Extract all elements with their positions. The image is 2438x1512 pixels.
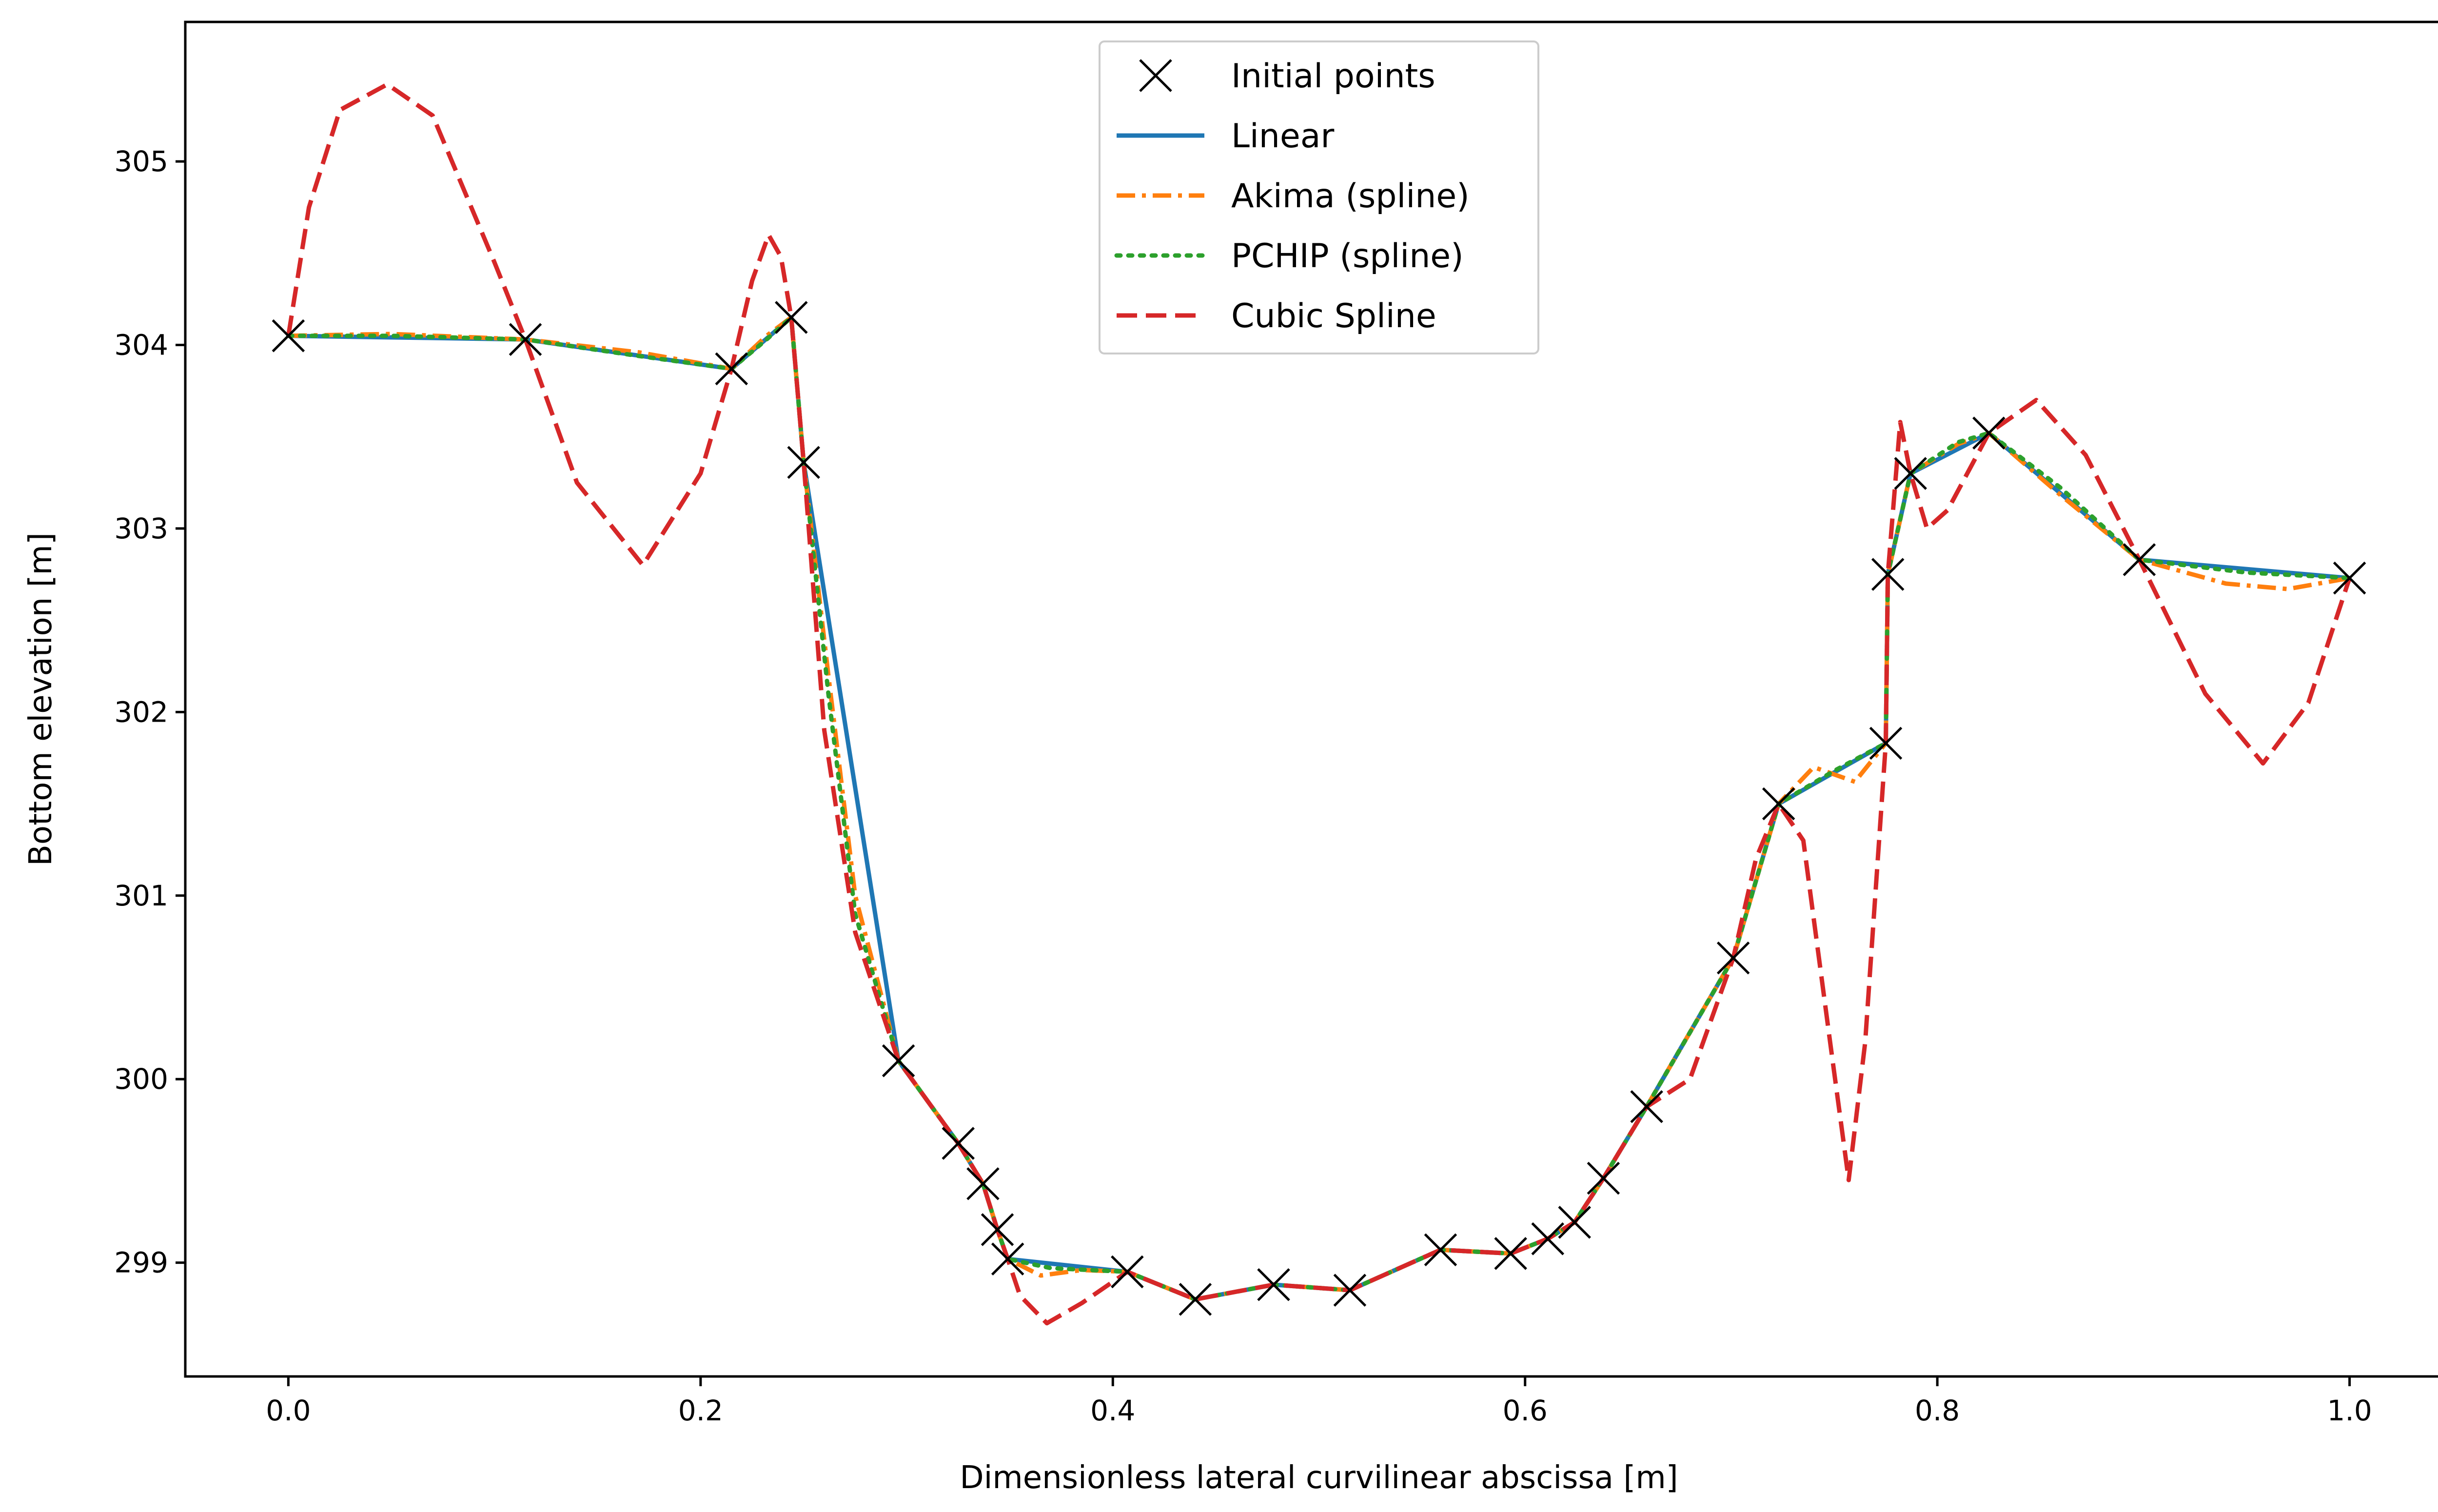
initial-point-marker [1762,787,1795,821]
x-tick-label: 0.8 [1915,1394,1960,1427]
initial-point-marker [1894,457,1927,490]
initial-point-marker [1558,1206,1591,1239]
y-axis-label: Bottom elevation [m] [23,532,59,866]
initial-point-marker [942,1127,975,1160]
initial-point-marker [509,323,542,356]
legend-entry: Cubic Spline [1117,297,1436,335]
legend-entry: Initial points [1139,57,1435,96]
initial-point-marker [882,1044,915,1078]
y-axis-ticks: 299 300 301 302 303 304 305 [114,145,185,1279]
series-layer [286,82,2352,1326]
legend: Initial points Linear Akima (spline) PCHIP … [1099,40,1539,354]
series-line-pchip-spline [286,315,2352,1302]
initial-point-marker [2123,543,2156,576]
x-tick-label: 0.0 [266,1394,311,1427]
legend-label: Linear [1231,117,1334,156]
legend-marker-x [1139,59,1172,92]
y-tick-label: 304 [114,329,168,362]
initial-point-marker [1869,727,1903,760]
initial-point-marker [1424,1233,1457,1267]
initial-points-layer [272,301,2366,1316]
initial-point-marker [1630,1090,1663,1123]
initial-point-marker [1871,558,1905,591]
y-tick-label: 301 [114,879,168,912]
y-tick-label: 299 [114,1246,168,1279]
initial-point-marker [1716,941,1750,975]
x-tick-label: 0.6 [1503,1394,1548,1427]
series-line-cubic-spline [286,82,2352,1326]
initial-point-marker [981,1213,1014,1246]
initial-point-marker [2333,561,2366,595]
y-tick-label: 300 [114,1062,168,1096]
initial-point-marker [1111,1255,1144,1289]
initial-point-marker [775,301,808,334]
initial-point-marker [1972,416,2005,450]
y-tick-label: 303 [114,512,168,545]
initial-point-marker [1257,1268,1290,1301]
legend-entry: Linear [1117,117,1334,156]
legend-entry: PCHIP (spline) [1114,237,1464,275]
x-tick-label: 0.2 [678,1394,723,1427]
initial-point-marker [1494,1237,1527,1270]
initial-point-marker [787,446,820,479]
x-tick-label: 1.0 [2327,1394,2372,1427]
x-tick-label: 0.4 [1090,1394,1135,1427]
y-tick-label: 305 [114,145,168,178]
initial-point-marker [966,1167,1000,1200]
legend-label: PCHIP (spline) [1231,237,1464,275]
y-tick-label: 302 [114,695,168,728]
legend-items: Initial points Linear Akima (spline) PCHIP … [1114,57,1470,335]
legend-label: Akima (spline) [1231,177,1470,216]
legend-label: Cubic Spline [1231,297,1436,335]
initial-point-marker [715,352,748,386]
initial-point-marker [1333,1274,1367,1307]
initial-point-marker [1587,1161,1620,1195]
x-axis-label: Dimensionless lateral curvilinear abscis… [960,1460,1678,1496]
x-axis-ticks: 0.0 0.2 0.4 0.6 0.8 1.0 [266,1376,2372,1427]
initial-point-marker [1531,1222,1564,1256]
legend-entry: Akima (spline) [1117,177,1470,216]
plot-area-frame [184,20,2438,1378]
legend-label: Initial points [1231,57,1435,96]
initial-point-marker [991,1242,1024,1276]
legend-box [1099,40,1539,354]
initial-point-marker [272,319,305,353]
initial-point-marker [1179,1283,1212,1316]
